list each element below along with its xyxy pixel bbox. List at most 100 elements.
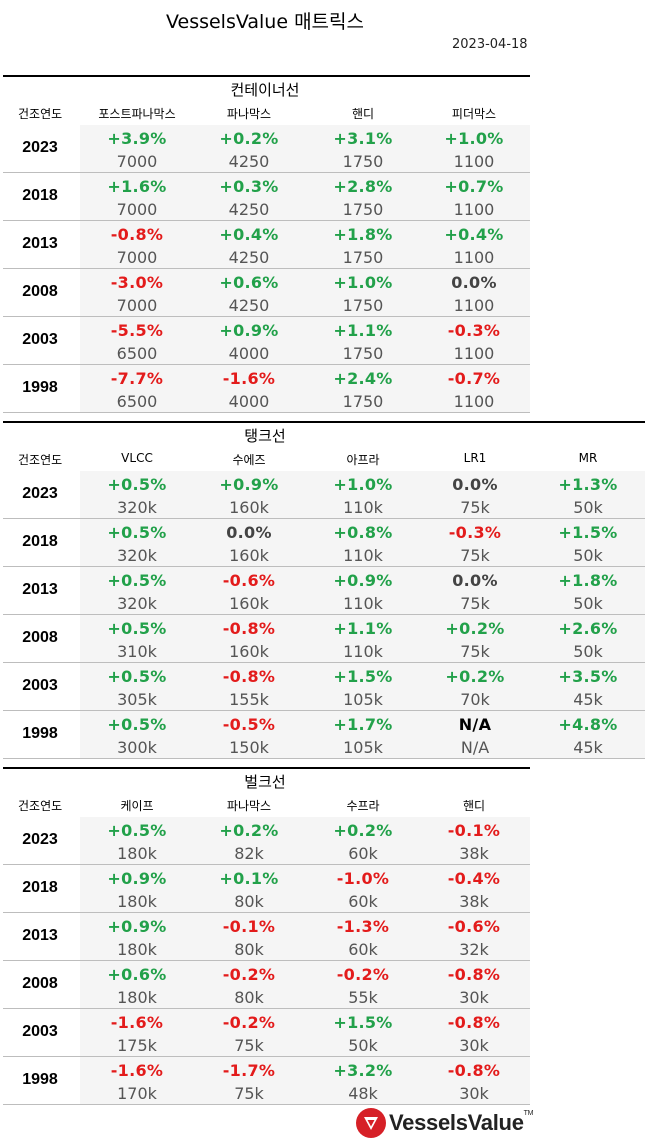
- change-percent: -5.5%: [110, 321, 164, 340]
- vesselsvalue-logo: VesselsValueTM: [355, 1107, 535, 1139]
- change-percent: +0.9%: [107, 869, 167, 888]
- vessel-size: 70k: [460, 690, 490, 709]
- vessel-size: 300k: [117, 738, 157, 757]
- table-row: 2003 -1.6% 175k -0.2% 75k +1.5% 50k -0.8% 30k: [0, 1009, 530, 1057]
- matrix-cell: -1.6% 4000: [193, 365, 305, 412]
- table-row: 2013 +0.5% 320k -0.6% 160k +0.9% 110k 0.0% 75k +1…: [0, 567, 645, 615]
- matrix-cell: +0.2% 75k: [419, 615, 531, 662]
- vessel-size: 30k: [459, 1084, 489, 1103]
- matrix-cell: -0.8% 155k: [193, 663, 305, 710]
- row-divider: [3, 912, 530, 913]
- table-row: 2018 +1.6% 7000 +0.3% 4250 +2.8% 1750 +0.7% 1100: [0, 173, 530, 221]
- report-date: 2023-04-18: [452, 37, 528, 52]
- section-title: 벌크선: [244, 773, 286, 791]
- matrix-cell: +0.4% 1100: [418, 221, 530, 268]
- change-percent: +1.1%: [333, 619, 393, 638]
- matrix-cell: +0.9% 180k: [81, 913, 193, 960]
- change-percent: +0.5%: [107, 715, 167, 734]
- row-background: [80, 365, 530, 412]
- matrix-cell: -0.8% 30k: [418, 961, 530, 1008]
- change-percent: -0.8%: [447, 965, 501, 984]
- column-header: VLCC: [121, 451, 153, 465]
- row-divider: [3, 172, 530, 173]
- matrix-cell: +3.1% 1750: [307, 125, 419, 172]
- matrix-cell: 0.0% 75k: [419, 567, 531, 614]
- vessel-size: 180k: [117, 892, 157, 911]
- change-percent: -1.6%: [110, 1013, 164, 1032]
- matrix-cell: 0.0% 75k: [419, 471, 531, 518]
- vessel-size: 32k: [459, 940, 489, 959]
- build-year: 1998: [22, 379, 58, 396]
- vessel-size: 160k: [229, 498, 269, 517]
- build-year: 2023: [22, 485, 58, 502]
- change-percent: 0.0%: [451, 273, 497, 292]
- change-percent: -0.7%: [447, 369, 501, 388]
- row-divider: [3, 412, 530, 413]
- matrix-cell: +0.6% 4250: [193, 269, 305, 316]
- matrix-cell: +3.2% 48k: [307, 1057, 419, 1104]
- row-background: [80, 269, 530, 316]
- change-percent: +1.0%: [333, 475, 393, 494]
- matrix-cell: -1.6% 170k: [81, 1057, 193, 1104]
- change-percent: -1.6%: [222, 369, 276, 388]
- vessel-size: 75k: [234, 1036, 264, 1055]
- change-percent: -0.2%: [222, 965, 276, 984]
- matrix-cell: -0.4% 38k: [418, 865, 530, 912]
- change-percent: +0.7%: [444, 177, 504, 196]
- matrix-cell: +0.5% 320k: [81, 471, 193, 518]
- section-title: 탱크선: [244, 427, 286, 445]
- change-percent: +0.6%: [219, 273, 279, 292]
- row-divider: [3, 364, 530, 365]
- change-percent: -0.8%: [222, 667, 276, 686]
- row-divider: [3, 614, 645, 615]
- matrix-cell: +0.2% 82k: [193, 817, 305, 864]
- matrix-cell: +1.5% 105k: [307, 663, 419, 710]
- vessel-size: 80k: [234, 940, 264, 959]
- matrix-cell: +0.5% 320k: [81, 567, 193, 614]
- vessel-size: 180k: [117, 940, 157, 959]
- matrix-cell: +3.5% 45k: [532, 663, 644, 710]
- change-percent: -0.3%: [448, 523, 502, 542]
- vessel-size: 60k: [348, 892, 378, 911]
- vessel-size: 180k: [117, 988, 157, 1007]
- column-header: 파나막스: [226, 107, 272, 121]
- matrix-cell: -1.0% 60k: [307, 865, 419, 912]
- change-percent: +1.5%: [333, 667, 393, 686]
- column-header: LR1: [463, 451, 487, 465]
- matrix-cell: -5.5% 6500: [81, 317, 193, 364]
- section-divider: [3, 421, 645, 423]
- matrix-cell: 0.0% 160k: [193, 519, 305, 566]
- change-percent: +3.5%: [558, 667, 618, 686]
- matrix-cell: +1.6% 7000: [81, 173, 193, 220]
- build-year: 2018: [22, 533, 58, 550]
- change-percent: +0.1%: [219, 869, 279, 888]
- vessel-size: 4250: [228, 296, 270, 315]
- matrix-cell: +1.3% 50k: [532, 471, 644, 518]
- change-percent: -1.6%: [110, 1061, 164, 1080]
- vessel-size: 1100: [453, 248, 495, 267]
- vessel-size: 4250: [228, 248, 270, 267]
- vessel-size: 175k: [117, 1036, 157, 1055]
- vessel-size: 110k: [343, 594, 383, 613]
- table-row: 2018 +0.5% 320k 0.0% 160k +0.8% 110k -0.3% 75k +1…: [0, 519, 645, 567]
- matrix-cell: +1.0% 1750: [307, 269, 419, 316]
- row-divider: [3, 566, 645, 567]
- build-year: 2013: [22, 235, 58, 252]
- change-percent: +2.4%: [333, 369, 393, 388]
- build-year: 2023: [22, 831, 58, 848]
- change-percent: -1.7%: [222, 1061, 276, 1080]
- change-percent: -0.2%: [336, 965, 390, 984]
- matrix-cell: -0.2% 80k: [193, 961, 305, 1008]
- column-header: 수에즈: [232, 453, 266, 467]
- change-percent: +0.3%: [219, 177, 279, 196]
- row-divider: [3, 1104, 530, 1105]
- vessel-size: 180k: [117, 844, 157, 863]
- change-percent: +1.7%: [333, 715, 393, 734]
- vessel-size: 110k: [343, 498, 383, 517]
- logo-wordmark: VesselsValueTM: [389, 1110, 534, 1135]
- change-percent: +2.8%: [333, 177, 393, 196]
- vessel-size: 75k: [234, 1084, 264, 1103]
- matrix-cell: +0.7% 1100: [418, 173, 530, 220]
- matrix-cell: -0.1% 80k: [193, 913, 305, 960]
- change-percent: +0.8%: [333, 523, 393, 542]
